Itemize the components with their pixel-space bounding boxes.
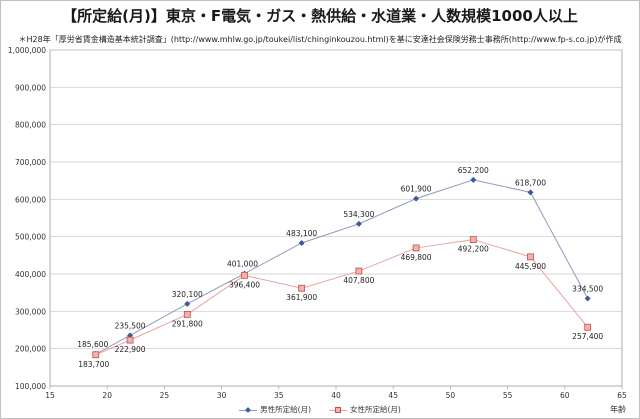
x-axis-label: 年齢 [610, 404, 626, 414]
x-tick-label: 40 [331, 391, 341, 400]
data-point-male [184, 300, 191, 307]
data-point-male [413, 195, 420, 202]
data-point-female [183, 310, 191, 318]
series-line-female [95, 239, 589, 356]
data-label-male: 185,600 [77, 340, 108, 349]
data-label-male: 334,500 [572, 284, 603, 293]
x-tick-label: 50 [446, 391, 456, 400]
data-point-female [527, 253, 534, 261]
data-point-male [527, 189, 534, 196]
data-point-female [412, 244, 420, 252]
data-label-female: 469,800 [401, 253, 432, 262]
legend-label-female: 女性所定給(月) [350, 405, 401, 414]
legend-swatch-female [329, 406, 347, 414]
y-tick-label: 900,000 [15, 83, 46, 92]
data-point-female [241, 271, 248, 279]
x-tick-label: 60 [560, 391, 570, 400]
data-label-female: 445,900 [515, 262, 546, 271]
chart-source-note: ＊H28年「厚労省賃金構造基本統計調査」(http://www.mhlw.go.… [18, 35, 622, 44]
data-label-male: 534,300 [343, 210, 374, 219]
data-label-male: 401,000 [227, 260, 258, 269]
data-label-female: 257,400 [572, 332, 603, 341]
legend-label-male: 男性所定給(月) [260, 405, 311, 414]
x-tick-label: 15 [45, 391, 55, 400]
data-label-female: 492,200 [458, 245, 489, 254]
y-tick-label: 300,000 [15, 307, 46, 316]
data-point-female [584, 323, 592, 331]
y-tick-label: 400,000 [15, 270, 46, 279]
data-label-male: 320,100 [172, 290, 203, 299]
x-tick-label: 35 [274, 391, 284, 400]
legend-swatch-male [239, 406, 258, 414]
chart-title: 【所定給(月)】東京・F電気・ガス・熱供給・水道業・人数規模1000人以上 [62, 7, 578, 25]
data-point-male [584, 295, 591, 302]
data-label-male: 652,200 [458, 166, 489, 175]
y-tick-label: 1,000,000 [8, 46, 46, 55]
y-tick-label: 200,000 [15, 345, 46, 354]
data-label-female: 361,900 [286, 293, 317, 302]
data-label-male: 235,500 [115, 321, 146, 330]
data-point-female [126, 336, 134, 344]
data-label-female: 407,800 [343, 276, 374, 285]
x-tick-label: 20 [102, 391, 112, 400]
data-point-female [92, 351, 100, 359]
x-tick-label: 45 [388, 391, 398, 400]
data-point-male [355, 220, 362, 227]
plot-area [49, 49, 623, 387]
legend: 男性所定給(月) 女性所定給(月) [0, 404, 640, 415]
y-tick-label: 600,000 [15, 195, 46, 204]
x-tick-label: 30 [217, 391, 227, 400]
data-label-male: 601,900 [401, 185, 432, 194]
y-tick-label: 500,000 [15, 233, 46, 242]
legend-item-male: 男性所定給(月) [239, 404, 311, 415]
y-tick-label: 100,000 [15, 382, 46, 391]
data-label-female: 222,900 [115, 345, 146, 354]
data-label-female: 291,800 [172, 319, 203, 328]
y-tick-label: 700,000 [15, 158, 46, 167]
legend-item-female: 女性所定給(月) [329, 404, 401, 415]
series-line-male [95, 179, 589, 355]
data-point-male [298, 239, 305, 246]
data-point-male [470, 176, 477, 183]
data-label-female: 396,400 [229, 280, 260, 289]
x-tick-label: 65 [617, 391, 627, 400]
x-tick-label: 55 [503, 391, 513, 400]
y-tick-label: 800,000 [15, 121, 46, 130]
data-label-female: 183,700 [78, 360, 109, 369]
data-point-female [355, 267, 363, 275]
data-label-male: 618,700 [515, 178, 546, 187]
x-tick-label: 25 [160, 391, 170, 400]
data-point-female [469, 236, 477, 243]
data-label-male: 483,100 [286, 229, 317, 238]
data-point-female [298, 284, 306, 292]
